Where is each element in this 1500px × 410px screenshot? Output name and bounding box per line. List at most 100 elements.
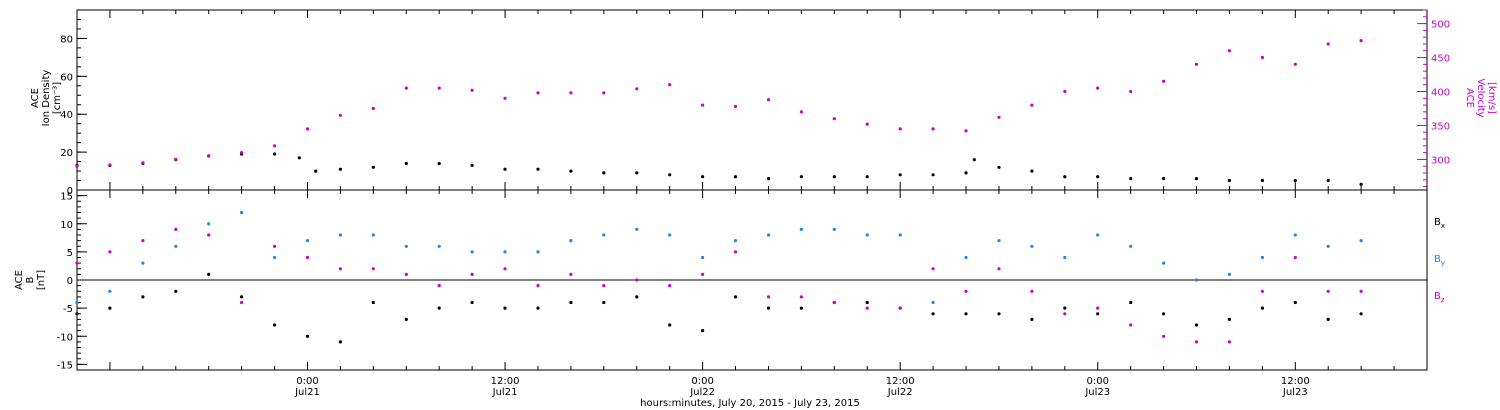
data-point-density xyxy=(297,156,301,160)
data-point-velocity xyxy=(569,91,573,95)
data-point-velocity xyxy=(1063,89,1067,94)
data-point-By xyxy=(701,255,705,260)
y-tick-label: 300 xyxy=(1431,155,1450,166)
data-point-Bz xyxy=(668,284,672,288)
data-point-By xyxy=(75,300,79,305)
y-tick-label: 450 xyxy=(1431,54,1450,65)
x-tick-label-time: 12:00 xyxy=(886,376,915,387)
data-point-Bx xyxy=(799,306,804,310)
data-point-Bx xyxy=(1293,300,1297,305)
data-point-density xyxy=(1227,178,1231,183)
velocity-ylabel-1: ACE xyxy=(1464,88,1475,108)
data-point-density xyxy=(470,163,474,167)
y-tick-label: 500 xyxy=(1431,20,1450,31)
data-point-density xyxy=(1359,182,1363,186)
data-point-Bx xyxy=(997,312,1001,316)
data-point-Bx xyxy=(1162,312,1166,316)
data-point-Bz xyxy=(832,300,836,305)
data-point-Bz xyxy=(1326,289,1330,293)
data-point-Bz xyxy=(964,289,968,293)
x-tick-label-time: 0:00 xyxy=(691,376,713,387)
data-point-Bz xyxy=(602,284,606,288)
y-tick-label: -15 xyxy=(57,360,73,371)
data-point-By xyxy=(404,244,408,248)
data-point-Bx xyxy=(174,289,178,293)
data-point-By xyxy=(799,227,804,231)
data-point-Bx xyxy=(733,295,738,299)
data-point-velocity xyxy=(240,151,244,155)
data-point-density xyxy=(1293,178,1297,183)
data-point-Bz xyxy=(766,295,771,299)
data-point-density xyxy=(314,169,318,173)
data-point-Bx xyxy=(240,295,244,299)
data-point-Bz xyxy=(273,244,277,248)
data-point-velocity xyxy=(1260,55,1264,60)
data-point-velocity xyxy=(338,113,342,117)
data-point-By xyxy=(273,255,277,260)
y-tick-label: 80 xyxy=(60,34,73,45)
velocity-ylabel-3: [km/s] xyxy=(1486,82,1497,114)
data-point-Bz xyxy=(207,233,211,237)
data-point-velocity xyxy=(371,106,375,111)
data-point-By xyxy=(1063,255,1067,260)
time-axis-label: hours:minutes, July 20, 2015 - July 23, … xyxy=(640,398,860,409)
data-point-velocity xyxy=(997,115,1001,119)
density-ylabel-3: [cm⁻³] xyxy=(52,82,63,114)
data-point-Bz xyxy=(1293,255,1297,260)
data-point-velocity xyxy=(503,96,507,100)
x-tick-label-date: Jul22 xyxy=(689,387,715,398)
data-point-density xyxy=(701,175,705,179)
data-point-Bz xyxy=(1227,340,1231,344)
data-point-Bx xyxy=(602,300,606,305)
legend-bx: Bx xyxy=(1434,217,1445,230)
data-point-velocity xyxy=(766,98,771,102)
data-point-velocity xyxy=(75,164,79,168)
data-point-velocity xyxy=(305,127,310,131)
data-point-By xyxy=(1326,244,1330,248)
data-point-Bx xyxy=(766,306,771,310)
data-point-density xyxy=(668,173,672,177)
x-tick-label-date: Jul22 xyxy=(887,387,913,398)
data-point-Bx xyxy=(338,340,342,344)
data-point-Bx xyxy=(668,323,672,327)
data-point-Bz xyxy=(799,295,804,299)
data-point-By xyxy=(635,227,639,231)
data-point-velocity xyxy=(404,86,408,90)
data-point-density xyxy=(1129,177,1133,181)
data-point-velocity xyxy=(141,161,145,165)
data-point-Bx xyxy=(404,317,408,321)
data-point-Bz xyxy=(635,278,639,282)
data-point-Bz xyxy=(174,227,178,231)
data-point-Bx xyxy=(1194,323,1199,327)
data-point-density xyxy=(635,171,639,175)
data-point-By xyxy=(141,261,145,265)
top-panel: 0 20 40 60 80 300 350 400 450 500 ACE Ion Densit… xyxy=(30,9,1497,197)
x-tick-label-date: Jul21 xyxy=(294,387,320,398)
data-point-By xyxy=(174,244,178,248)
y-tick-label: 0 xyxy=(67,186,73,197)
data-point-velocity xyxy=(799,110,804,114)
data-point-By xyxy=(1260,255,1264,260)
data-point-By xyxy=(207,222,211,226)
data-point-velocity xyxy=(865,122,869,126)
data-point-Bz xyxy=(1129,323,1133,327)
data-point-Bx xyxy=(470,300,474,305)
data-point-Bz xyxy=(240,300,244,305)
x-tick-label-date: Jul21 xyxy=(492,387,518,398)
data-point-density xyxy=(503,167,507,171)
data-point-density xyxy=(865,175,869,179)
data-point-By xyxy=(668,233,672,237)
data-point-Bx xyxy=(75,312,79,316)
y-tick-label: -5 xyxy=(63,304,73,315)
data-point-density xyxy=(898,173,902,177)
data-point-velocity xyxy=(1359,39,1363,43)
data-point-density xyxy=(437,161,441,166)
data-point-By xyxy=(240,210,244,215)
data-point-Bx xyxy=(865,300,869,305)
data-point-density xyxy=(1096,175,1100,179)
data-point-By xyxy=(305,239,310,243)
data-point-velocity xyxy=(174,157,178,161)
data-point-velocity xyxy=(1096,86,1100,90)
data-point-density xyxy=(338,167,342,171)
